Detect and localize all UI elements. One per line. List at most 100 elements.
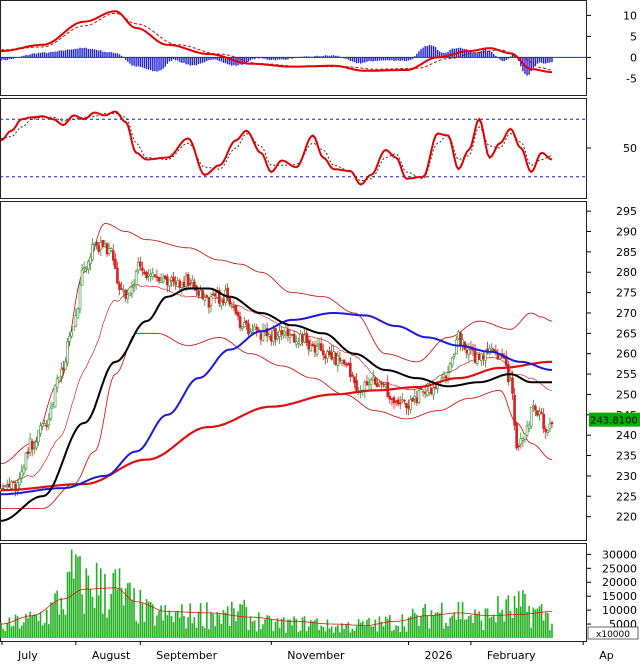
- candle-body: [82, 267, 86, 270]
- volume-bar: [0, 622, 2, 638]
- candle-body: [43, 423, 46, 426]
- candle-body: [417, 390, 421, 403]
- volume-bar: [310, 620, 312, 638]
- volume-bar: [397, 626, 399, 638]
- macd-ytick-label: 5: [630, 30, 637, 43]
- candle-body: [444, 375, 448, 379]
- candle-body: [247, 323, 250, 335]
- candle-body: [346, 363, 350, 366]
- macd-histogram-bar: [145, 57, 148, 70]
- volume-bar: [81, 594, 83, 638]
- candle-body: [55, 378, 59, 388]
- candle-body: [301, 334, 304, 343]
- candle-body: [64, 361, 67, 370]
- candle-body: [78, 284, 82, 310]
- volume-bar: [160, 605, 162, 638]
- volume-bar: [260, 629, 262, 638]
- macd-histogram-bar: [35, 53, 38, 58]
- macd-histogram-bar: [54, 51, 56, 58]
- macd-histogram-bar: [4, 57, 6, 61]
- x-tick-label: September: [156, 649, 217, 662]
- macd-panel-frame: [0, 0, 587, 96]
- volume-bar: [380, 621, 383, 638]
- volume-bar: [91, 596, 94, 638]
- volume-bar: [465, 619, 468, 638]
- candle-body: [509, 378, 512, 381]
- volume-bar: [151, 604, 154, 638]
- macd-histogram-bar: [320, 56, 322, 58]
- volume-bar: [201, 626, 204, 638]
- candle-body: [66, 341, 69, 363]
- macd-histogram-bar: [0, 57, 2, 61]
- candle-body: [213, 293, 217, 297]
- macd-histogram-bar: [43, 52, 46, 58]
- macd-histogram-bar: [106, 52, 108, 58]
- bollinger-upper: [0, 222, 553, 465]
- volume-bar: [12, 625, 15, 638]
- candle-body: [57, 376, 61, 381]
- macd-histogram-bar: [83, 47, 85, 58]
- volume-bar: [245, 607, 248, 638]
- volume-bar: [87, 575, 90, 638]
- candle-body: [384, 384, 387, 387]
- volume-bar: [89, 589, 92, 638]
- last-price-label: 243.8100: [590, 416, 638, 427]
- candle-body: [270, 335, 273, 342]
- macd-histogram-bar: [484, 49, 487, 58]
- macd-histogram-bar: [160, 57, 162, 71]
- macd-histogram-bar: [387, 57, 389, 61]
- macd-histogram-bar: [79, 47, 81, 58]
- volume-bar: [534, 609, 537, 638]
- macd-histogram-bar: [409, 57, 412, 60]
- macd-histogram-bar: [341, 57, 343, 58]
- volume-bar: [56, 590, 58, 638]
- macd-histogram-bar: [70, 49, 73, 58]
- macd-histogram-bar: [461, 48, 464, 58]
- macd-histogram-bar: [91, 48, 94, 58]
- macd-histogram-bar: [6, 57, 8, 61]
- macd-histogram-bar: [249, 57, 252, 61]
- macd-histogram-bar: [478, 51, 480, 58]
- macd-histogram-bar: [133, 57, 135, 66]
- candle-body: [280, 330, 283, 335]
- macd-histogram-bar: [466, 49, 468, 58]
- candle-body: [24, 452, 28, 469]
- macd-histogram-bar: [368, 57, 370, 62]
- volume-bar: [409, 616, 412, 638]
- macd-histogram-bar: [395, 57, 397, 61]
- macd-histogram-bar: [258, 57, 260, 59]
- candle-body: [193, 281, 196, 289]
- macd-histogram-bar: [39, 52, 42, 58]
- candle-body: [30, 441, 34, 450]
- candle-body: [95, 241, 98, 246]
- volume-bar: [33, 614, 36, 638]
- macd-histogram-bar: [276, 57, 279, 60]
- candle-body: [324, 355, 327, 359]
- candle-body: [548, 423, 552, 429]
- macd-histogram-bar: [62, 50, 65, 58]
- candle-body: [172, 276, 175, 282]
- volume-bar: [224, 612, 227, 638]
- candle-body: [153, 274, 157, 277]
- candle-body: [365, 381, 369, 386]
- volume-bar: [253, 620, 256, 638]
- candle-body: [313, 344, 317, 353]
- macd-histogram-bar: [297, 57, 300, 59]
- volume-bar: [486, 608, 489, 638]
- macd-histogram-bar: [405, 57, 408, 62]
- macd-histogram-bar: [357, 57, 360, 63]
- stoch-ytick-label: 50: [623, 142, 637, 155]
- volume-bar: [20, 625, 23, 638]
- volume-bar: [495, 622, 497, 638]
- volume-bar: [285, 632, 287, 638]
- candle-body: [336, 355, 340, 366]
- macd-histogram-bar: [19, 57, 21, 58]
- candle-body: [409, 399, 412, 410]
- volume-bar: [18, 628, 21, 638]
- volume-bar: [170, 615, 173, 638]
- candle-body: [145, 271, 148, 279]
- volume-bar: [235, 621, 237, 638]
- volume-bar: [206, 602, 208, 638]
- candle-body: [403, 399, 406, 402]
- macd-signal-line: [1, 12, 553, 71]
